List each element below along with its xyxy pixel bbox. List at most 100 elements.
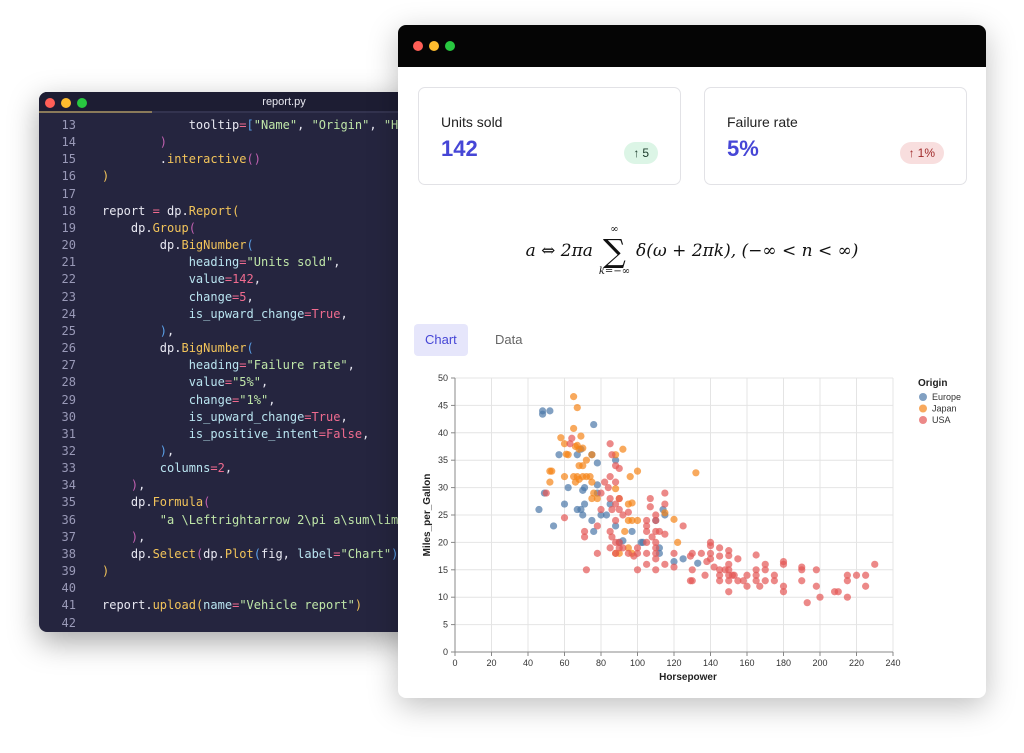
line-number: 26 <box>61 341 76 356</box>
y-tick-label: 0 <box>443 647 448 657</box>
data-point-usa <box>725 566 733 574</box>
code-line: 32 ), <box>39 443 419 460</box>
data-point-usa <box>743 582 751 590</box>
data-point-usa <box>843 577 851 585</box>
data-point-usa <box>706 555 715 563</box>
code-area[interactable]: 13 tooltip=["Name", "Origin", "Horsepo14… <box>39 117 419 632</box>
code-token: = <box>232 289 240 304</box>
data-point-usa <box>679 522 687 530</box>
maximize-window-button[interactable] <box>77 98 87 108</box>
code-token: Group <box>152 220 189 235</box>
change-value: 1% <box>917 146 935 160</box>
code-token: = <box>239 358 247 373</box>
line-number: 33 <box>61 461 76 476</box>
x-tick-label: 20 <box>486 658 496 668</box>
data-point-europe <box>670 557 678 566</box>
code-line: 21 heading="Units sold", <box>39 254 419 271</box>
data-point-europe <box>580 500 589 508</box>
minimize-window-button[interactable] <box>429 41 439 51</box>
code-line: 17 <box>39 186 419 203</box>
data-point-usa <box>725 551 733 560</box>
line-number: 16 <box>61 169 76 184</box>
data-point-europe <box>580 484 589 492</box>
data-point-usa <box>608 533 616 541</box>
close-window-button[interactable] <box>45 98 55 108</box>
code-token: = <box>224 272 233 287</box>
data-point-europe <box>549 522 558 530</box>
data-point-usa <box>812 582 820 590</box>
data-point-usa <box>670 549 678 557</box>
data-point-europe <box>597 511 605 519</box>
tab-chart[interactable]: Chart <box>414 324 468 356</box>
data-point-usa <box>752 566 760 574</box>
code-token: ) <box>130 478 139 493</box>
data-point-japan <box>612 485 620 493</box>
data-point-japan <box>621 527 629 536</box>
legend-title: Origin <box>918 378 947 389</box>
data-point-europe <box>612 456 620 464</box>
code-line: 27 heading="Failure rate", <box>39 357 419 374</box>
code-token: = <box>318 426 326 441</box>
code-line: 14 ) <box>39 134 419 151</box>
data-point-usa <box>643 538 651 546</box>
maximize-window-button[interactable] <box>445 41 455 51</box>
code-token: , <box>369 118 384 132</box>
code-token: dp. <box>102 220 153 235</box>
code-token: = <box>210 461 218 476</box>
data-point-usa <box>697 549 705 557</box>
data-point-japan <box>593 494 601 503</box>
y-tick-label: 10 <box>438 592 448 602</box>
data-point-europe <box>560 500 569 508</box>
code-token: dp. <box>102 341 182 356</box>
code-token: ( <box>246 341 254 356</box>
data-point-usa <box>779 588 788 596</box>
code-token: , <box>340 409 348 424</box>
code-token: is_upward_change <box>102 409 305 424</box>
legend-label: Europe <box>932 392 961 402</box>
data-point-europe <box>564 484 572 492</box>
data-point-usa <box>688 566 696 574</box>
line-number: 41 <box>61 598 76 613</box>
card-value: 5% <box>727 136 759 161</box>
data-point-usa <box>725 588 733 596</box>
big-number-units-sold: Units sold 142 ↑ 5 <box>418 87 681 185</box>
data-point-usa <box>716 566 724 574</box>
y-tick-label: 15 <box>438 565 448 575</box>
data-point-japan <box>557 434 565 442</box>
code-token: ( <box>246 238 254 253</box>
data-point-europe <box>546 407 554 415</box>
line-number: 14 <box>61 135 76 150</box>
data-point-usa <box>761 577 769 585</box>
code-line: 37 ), <box>39 529 419 546</box>
data-point-europe <box>602 511 611 519</box>
data-point-usa <box>803 599 811 607</box>
line-code: ) <box>102 563 109 580</box>
line-number: 31 <box>61 426 76 441</box>
code-line: 16) <box>39 168 419 185</box>
close-window-button[interactable] <box>413 41 423 51</box>
data-point-usa <box>643 516 651 525</box>
code-token: heading <box>102 255 240 270</box>
minimize-window-button[interactable] <box>61 98 71 108</box>
data-point-japan <box>579 444 587 452</box>
scatter-chart[interactable]: Horsepower Miles_per_Gallon Origin 0 20 40… <box>398 365 986 698</box>
code-token: , <box>167 323 175 338</box>
data-point-europe <box>628 527 636 536</box>
data-point-usa <box>670 563 678 571</box>
data-point-usa <box>661 489 669 497</box>
code-token: ) <box>130 529 139 544</box>
data-point-usa <box>597 505 605 514</box>
code-token: = <box>304 306 312 321</box>
data-point-usa <box>661 500 669 508</box>
data-point-usa <box>646 503 654 511</box>
code-line: 20 dp.BigNumber( <box>39 237 419 254</box>
tab-data[interactable]: Data <box>495 332 523 347</box>
data-point-usa <box>604 484 612 492</box>
code-token: ( <box>188 220 196 235</box>
line-code: ), <box>102 529 145 546</box>
line-code: is_upward_change=True, <box>102 306 348 323</box>
line-number: 13 <box>61 118 76 132</box>
legend-swatch-japan <box>919 404 927 413</box>
data-point-europe <box>612 522 620 530</box>
line-code: .interactive() <box>102 151 261 168</box>
